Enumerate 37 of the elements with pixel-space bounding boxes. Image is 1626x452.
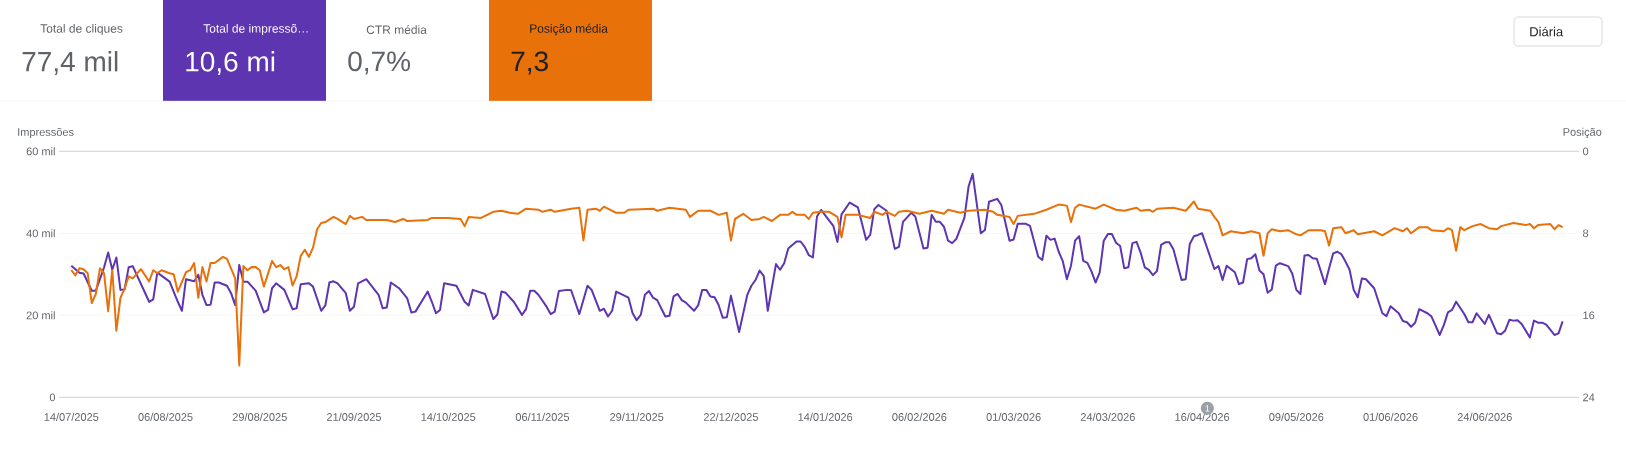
y2-tick-label: 8 [1583, 229, 1589, 238]
text: 1 [1205, 405, 1210, 412]
y-axis-title: Impressões [18, 127, 74, 139]
x-tick-label: 29/08/2025 [232, 412, 287, 421]
text: Diária [1530, 26, 1564, 37]
x-tick-label: 24/06/2026 [1457, 412, 1512, 421]
x-tick-label: 14/01/2026 [798, 412, 853, 421]
x-tick-label: 09/05/2026 [1269, 412, 1324, 421]
y2-tick-label: 24 [1583, 393, 1595, 402]
y2-axis-title: Posição [1563, 127, 1602, 139]
category-label: Total de cliques [40, 23, 123, 36]
y2-tick-label: 0 [1582, 147, 1589, 156]
y2-tick-label: 16 [1583, 311, 1595, 320]
x-tick-label: 01/06/2026 [1363, 412, 1418, 421]
y-tick-label: 40 mil [26, 229, 55, 238]
x-tick-label: 06/02/2026 [892, 412, 947, 421]
text: 77,4 mil [22, 51, 118, 75]
x-tick-label: 14/10/2025 [421, 412, 476, 421]
category-label: Posição média [530, 23, 608, 36]
y-tick-label: 0 [49, 393, 56, 402]
x-tick-label: 16/04/2026 [1175, 412, 1230, 421]
x-tick-label: 22/12/2025 [703, 412, 758, 421]
text: 0,7% [348, 51, 411, 75]
x-tick-label: 29/11/2025 [610, 412, 664, 421]
category-label: CTR média [366, 25, 427, 34]
text: 7,3 [511, 51, 548, 75]
y-tick-label: 20 mil [26, 311, 55, 320]
x-tick-label: 06/11/2025 [515, 412, 570, 421]
line-series [70, 200, 1564, 367]
x-tick-label: 06/08/2025 [138, 412, 193, 421]
y-tick-label: 60 mil [26, 147, 55, 156]
x-tick-label: 24/03/2026 [1080, 412, 1135, 421]
x-tick-label: 01/03/2026 [986, 412, 1041, 421]
x-tick-label: 14/07/2025 [44, 412, 99, 421]
x-tick-label: 21/09/2025 [327, 412, 382, 421]
category-label: Total de impressõ… [203, 23, 308, 36]
text: 10,6 mi [186, 51, 275, 75]
